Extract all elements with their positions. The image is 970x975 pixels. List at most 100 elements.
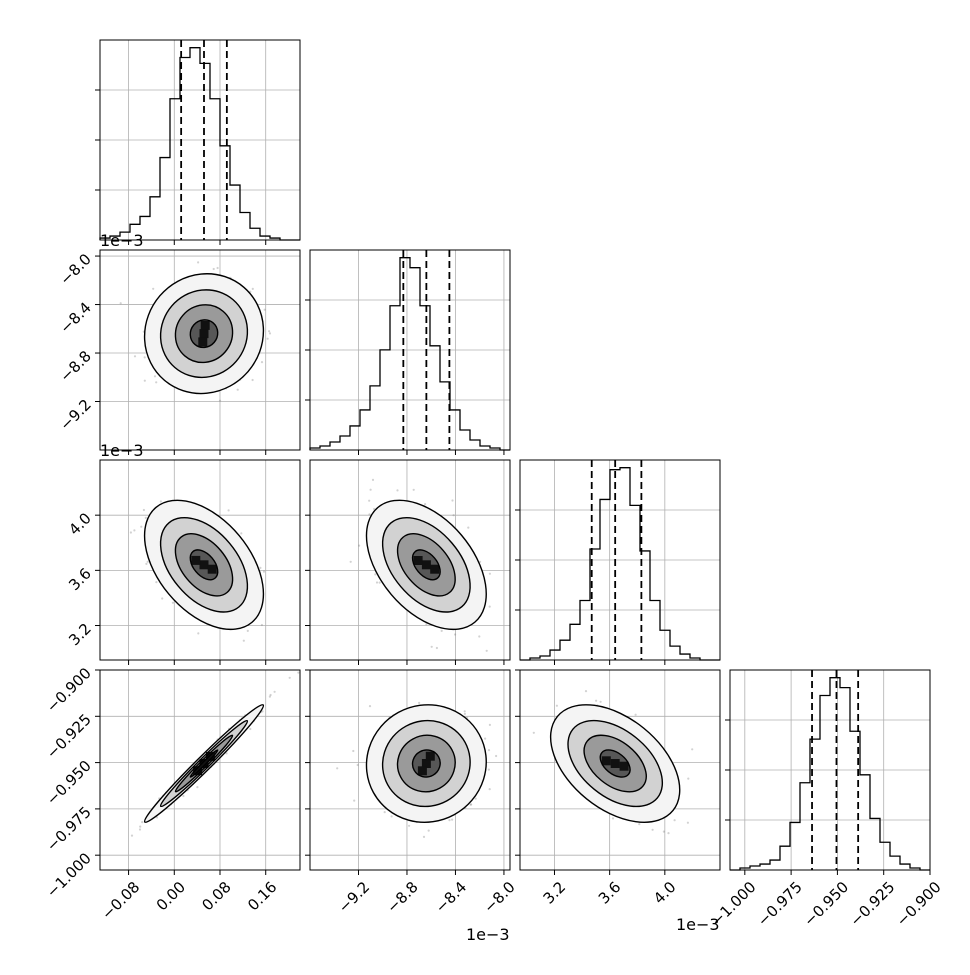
- scatter-point: [378, 581, 381, 584]
- x-tick-label: −0.900: [893, 878, 945, 930]
- scatter-point: [352, 749, 355, 753]
- scatter-point: [495, 754, 498, 758]
- contour-line: [411, 549, 441, 581]
- scatter-point: [140, 525, 143, 528]
- pair-panel-p1-p2: [305, 459, 511, 665]
- pair-panel-p0-p2: 3.2 3.6 4.0: [65, 459, 301, 665]
- contour-line: [381, 719, 471, 808]
- scatter-point: [485, 649, 488, 652]
- panel-frame: [519, 459, 721, 661]
- scatter-point: [266, 337, 269, 340]
- density-peak: [413, 556, 423, 565]
- contour-line: [143, 273, 265, 395]
- x-tick-label: −0.08: [98, 878, 143, 923]
- scatter-point: [532, 731, 535, 734]
- panel-frame: [309, 459, 511, 661]
- panel-frame: [99, 669, 301, 871]
- y-tick-label: −8.8: [56, 347, 94, 385]
- y-tick-label: −8.0: [56, 250, 94, 288]
- scatter-point: [336, 767, 339, 770]
- scatter-point: [469, 803, 472, 806]
- scatter-point: [484, 737, 487, 740]
- scatter-point: [375, 581, 379, 584]
- scatter-point: [161, 597, 164, 600]
- contour-line: [365, 499, 487, 631]
- scatter-point: [422, 835, 426, 839]
- x-tick-label: −8.4: [432, 878, 470, 916]
- panel-frame: [99, 39, 301, 241]
- scatter-point: [227, 509, 230, 512]
- pair-panel-contents: [130, 671, 300, 837]
- contour-line: [411, 749, 441, 778]
- scatter-point: [216, 266, 219, 270]
- scatter-point: [197, 632, 200, 635]
- scatter-point: [374, 573, 377, 576]
- scatter-point: [435, 646, 438, 650]
- y-tick-label: −0.900: [43, 664, 95, 716]
- scatter-point: [454, 633, 457, 636]
- scatter-point: [667, 832, 670, 835]
- x-tick-label: 0.08: [198, 878, 234, 914]
- scatter-point: [440, 629, 443, 633]
- contour-line: [381, 516, 471, 613]
- scatter-point: [383, 811, 386, 814]
- density-peak: [619, 761, 629, 771]
- pair-panel-p0-p1: −9.2 −8.8 −8.4 −8.0: [56, 249, 301, 455]
- scatter-point: [467, 526, 470, 529]
- scatter-point: [584, 690, 588, 693]
- scatter-point: [356, 763, 359, 767]
- density-peak: [417, 766, 427, 776]
- scatter-point: [260, 361, 264, 364]
- scatter-point: [260, 623, 263, 627]
- scatter-point: [691, 748, 694, 751]
- y-tick-label: −1.000: [43, 849, 95, 901]
- scatter-point: [142, 508, 145, 512]
- density-peak: [207, 564, 217, 574]
- panel-frame: [729, 669, 931, 871]
- scatter-point: [595, 699, 598, 702]
- scatter-point: [268, 330, 271, 333]
- scatter-point: [599, 700, 602, 703]
- scatter-point: [369, 488, 372, 491]
- scatter-point: [634, 713, 637, 716]
- scatter-point: [133, 355, 137, 358]
- scatter-point: [470, 803, 473, 806]
- x-tick-label: −0.925: [846, 878, 898, 930]
- scatter-point: [119, 302, 122, 305]
- density-peak: [601, 756, 611, 766]
- scatter-point: [297, 671, 300, 674]
- scatter-point: [197, 261, 200, 264]
- marginal-panel-p0: [95, 39, 301, 245]
- scatter-point: [129, 531, 132, 534]
- y-tick-label: −8.4: [56, 299, 94, 337]
- scatter-point: [368, 499, 371, 502]
- scatter-point: [371, 478, 375, 481]
- scatter-point: [138, 828, 142, 831]
- scatter-point: [390, 815, 393, 818]
- contour-line: [189, 319, 219, 349]
- scatter-point: [249, 727, 252, 731]
- pair-panel-contents: [336, 701, 498, 839]
- contour-line: [189, 549, 219, 581]
- scatter-point: [212, 267, 215, 271]
- offset-label-col1-x: 1e−3: [466, 925, 510, 944]
- scatter-point: [427, 829, 430, 832]
- scatter-point: [373, 507, 376, 511]
- density-peak: [198, 337, 208, 347]
- scatter-point: [662, 830, 666, 833]
- histogram-step: [730, 677, 930, 871]
- panel-frame: [309, 669, 511, 871]
- contour-line: [189, 749, 219, 778]
- scatter-point: [139, 825, 142, 828]
- pair-panel-p0-p3: −0.08 0.00 0.08 0.16 −1.000−0.975−0.950−0.92…: [43, 664, 301, 923]
- scatter-point: [408, 824, 411, 827]
- scatter-point: [153, 375, 157, 378]
- x-tick-label: −8.8: [383, 878, 421, 916]
- contour-line: [159, 719, 249, 808]
- histogram-step: [99, 47, 300, 241]
- x-tick-label: −1.000: [708, 878, 760, 930]
- scatter-point: [451, 818, 454, 821]
- x-tick-label: 3.6: [595, 878, 625, 908]
- scatter-point: [133, 529, 136, 532]
- scatter-point: [673, 819, 676, 822]
